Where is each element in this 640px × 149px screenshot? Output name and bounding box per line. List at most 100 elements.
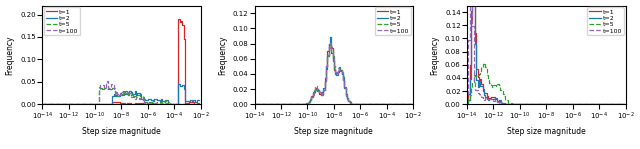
t=1: [251, 103, 259, 105]
t=2: [497, 102, 505, 104]
t=5: [620, 103, 628, 105]
t=100: [408, 103, 416, 105]
Y-axis label: Frequency: Frequency: [6, 35, 15, 75]
Line: t=100: t=100: [42, 80, 200, 104]
t=1: [284, 103, 291, 105]
t=2: [590, 103, 598, 105]
t=5: [590, 103, 598, 105]
Y-axis label: Frequency: Frequency: [430, 35, 440, 75]
t=2: [163, 100, 170, 101]
t=2: [284, 103, 291, 105]
Line: t=2: t=2: [42, 84, 200, 104]
t=2: [508, 103, 516, 105]
t=1: [339, 79, 347, 81]
Line: t=1: t=1: [42, 19, 200, 104]
t=1: [503, 103, 511, 105]
t=5: [408, 103, 416, 105]
t=2: [191, 101, 199, 102]
t=5: [339, 79, 347, 81]
t=100: [503, 103, 511, 105]
t=100: [284, 103, 291, 105]
t=5: [251, 103, 259, 105]
t=5: [293, 103, 301, 105]
t=100: [326, 42, 333, 44]
t=100: [618, 103, 625, 105]
Line: t=5: t=5: [467, 63, 624, 104]
t=2: [463, 103, 471, 105]
t=2: [71, 103, 79, 105]
t=100: [508, 103, 516, 105]
t=2: [574, 103, 582, 105]
t=5: [71, 103, 79, 105]
t=2: [618, 103, 625, 105]
t=1: [125, 102, 133, 104]
Line: t=100: t=100: [467, 0, 624, 104]
t=1: [38, 103, 46, 105]
t=1: [175, 18, 182, 20]
t=5: [553, 103, 561, 105]
t=2: [81, 103, 88, 105]
t=100: [339, 81, 347, 83]
X-axis label: Step size magnitude: Step size magnitude: [507, 127, 586, 136]
t=1: [408, 103, 416, 105]
t=5: [497, 90, 505, 91]
t=2: [38, 103, 46, 105]
t=5: [97, 87, 104, 89]
t=2: [553, 103, 561, 105]
Line: t=1: t=1: [255, 44, 412, 104]
t=1: [620, 103, 628, 105]
t=5: [618, 103, 625, 105]
t=5: [38, 103, 46, 105]
t=5: [404, 103, 412, 105]
t=100: [196, 103, 204, 105]
t=100: [103, 80, 111, 81]
t=5: [164, 101, 172, 103]
Line: t=100: t=100: [255, 43, 412, 104]
Line: t=2: t=2: [255, 37, 412, 104]
t=1: [324, 43, 332, 45]
t=2: [147, 99, 154, 101]
t=100: [38, 103, 46, 105]
t=5: [148, 101, 156, 103]
t=5: [513, 103, 521, 105]
X-axis label: Step size magnitude: Step size magnitude: [294, 127, 373, 136]
t=100: [293, 103, 301, 105]
t=1: [590, 103, 598, 105]
Legend: t=1, t=2, t=5, t=100: t=1, t=2, t=5, t=100: [44, 7, 80, 35]
t=100: [404, 103, 412, 105]
t=5: [191, 103, 199, 105]
t=1: [196, 103, 204, 104]
t=2: [293, 103, 301, 105]
t=1: [147, 103, 154, 104]
Line: t=1: t=1: [467, 0, 624, 104]
t=5: [574, 103, 582, 105]
t=5: [81, 103, 88, 105]
t=100: [574, 103, 582, 105]
t=2: [196, 99, 204, 101]
t=100: [553, 103, 561, 105]
t=1: [163, 103, 170, 105]
t=100: [590, 103, 598, 105]
t=2: [326, 36, 333, 38]
t=100: [497, 103, 505, 105]
t=2: [360, 103, 368, 105]
t=5: [463, 102, 471, 103]
t=5: [360, 103, 368, 105]
t=100: [127, 96, 134, 98]
t=2: [620, 103, 628, 105]
t=100: [148, 102, 156, 104]
t=5: [507, 103, 515, 104]
t=100: [251, 103, 259, 105]
t=100: [71, 103, 79, 105]
t=1: [81, 103, 88, 105]
t=2: [408, 103, 416, 105]
t=2: [404, 103, 412, 105]
X-axis label: Step size magnitude: Step size magnitude: [82, 127, 161, 136]
t=1: [404, 103, 412, 105]
t=5: [196, 103, 204, 105]
t=1: [360, 103, 368, 105]
t=5: [376, 103, 384, 105]
t=1: [508, 103, 516, 105]
t=5: [480, 62, 488, 64]
t=2: [339, 77, 347, 78]
